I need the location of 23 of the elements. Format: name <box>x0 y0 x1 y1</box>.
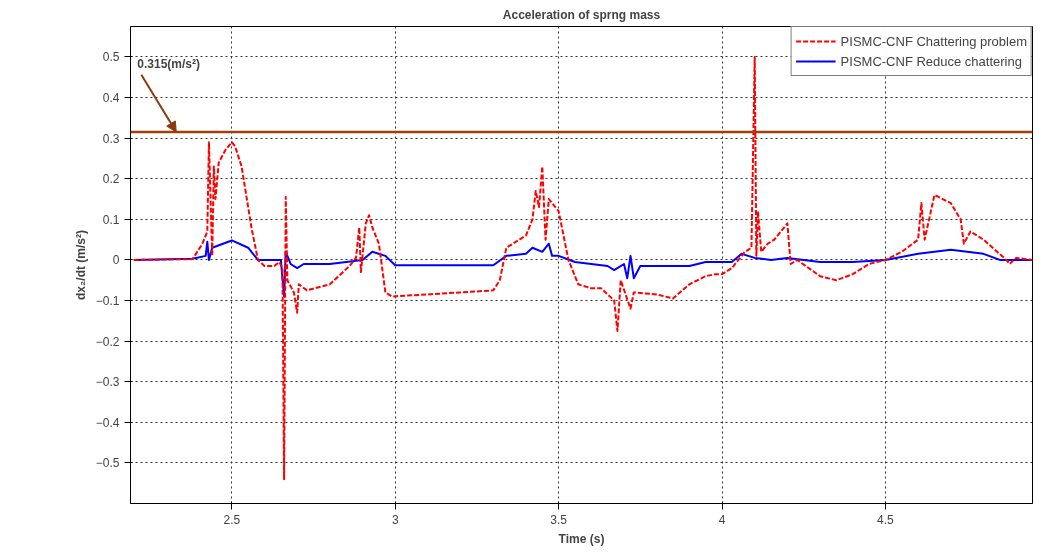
x-tick-label: 4 <box>718 512 726 527</box>
line-series <box>132 55 1033 481</box>
chart-title: Acceleration of sprng mass <box>502 7 661 22</box>
y-tick-label: 0.3 <box>102 131 120 146</box>
y-tick-label: −0.3 <box>95 375 120 390</box>
y-axis-title: dx₂/dt (m/s²) <box>73 230 88 300</box>
x-tick-label: 3 <box>391 512 399 527</box>
x-tick-label: 3.5 <box>550 512 568 527</box>
annotation: 0.315(m/s²) <box>137 56 201 71</box>
y-tick-label: 0.2 <box>102 172 120 187</box>
y-tick-label: −0.2 <box>95 334 120 349</box>
y-tick-label: 0 <box>112 253 120 268</box>
x-tick-label: 2.5 <box>223 512 241 527</box>
y-tick-label: 0.1 <box>102 212 120 227</box>
y-tick-label: −0.5 <box>95 456 120 471</box>
x-axis-title: Time (s) <box>558 531 605 546</box>
x-tick-label: 4.5 <box>877 512 895 527</box>
y-tick-label: 0.5 <box>102 50 120 65</box>
legend-label: PISMC-CNF Reduce chattering <box>840 53 1022 69</box>
y-tick-label: 0.4 <box>102 91 120 106</box>
legend-label: PISMC-CNF Chattering problem <box>840 33 1027 49</box>
y-tick-label: −0.1 <box>95 294 120 309</box>
y-tick-label: −0.4 <box>95 415 120 430</box>
